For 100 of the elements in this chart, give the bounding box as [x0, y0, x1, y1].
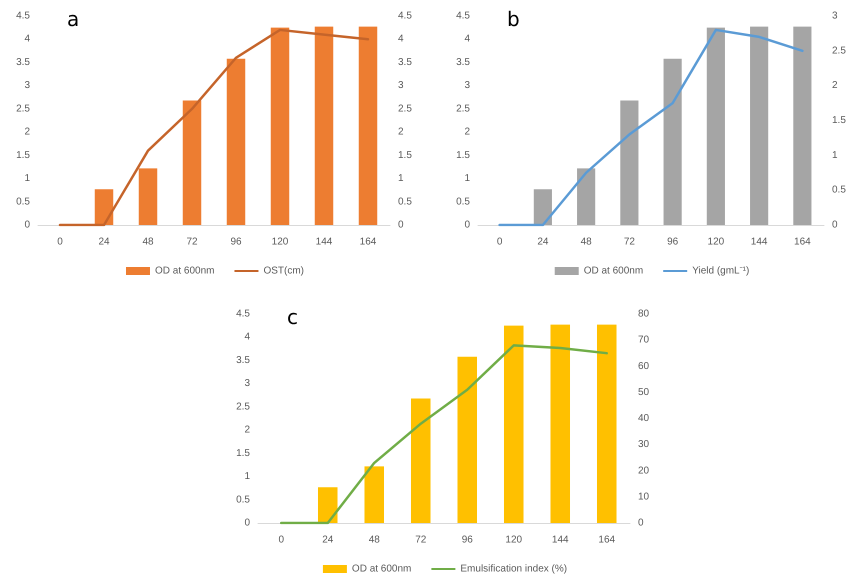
y-tick-label: 0: [464, 220, 470, 230]
bar: [226, 58, 246, 225]
y2-tick-label: 2.5: [398, 103, 412, 114]
bar: [550, 324, 570, 523]
y2-tick-label: 2.5: [832, 45, 846, 56]
y-tick-label: 3: [244, 378, 250, 390]
x-tick-label: 48: [368, 534, 380, 546]
y-tick-label: 1.5: [16, 150, 30, 161]
bar: [706, 28, 725, 225]
y2-tick-label: 0: [832, 220, 838, 230]
bar: [664, 58, 682, 225]
bar: [793, 26, 812, 225]
y-tick-label: 1: [24, 173, 30, 184]
y2-tick-label: 30: [638, 439, 650, 450]
x-tick-label: 120: [708, 236, 725, 248]
y2-tick-label: 70: [638, 334, 650, 346]
bar: [318, 487, 338, 523]
legend-label: OST(cm): [263, 266, 304, 276]
bar: [620, 100, 638, 225]
y-tick-label: 4: [464, 34, 470, 45]
y-tick-label: 0: [244, 518, 250, 528]
y2-tick-label: 2: [832, 80, 838, 92]
line-series: [498, 28, 804, 226]
y2-tick-label: 3: [398, 80, 404, 92]
y-tick-label: 1: [244, 471, 250, 482]
bar: [750, 26, 768, 225]
y-tick-label: 2: [244, 424, 250, 436]
y-tick-label: 0.5: [16, 196, 30, 208]
y2-tick-label: 0.5: [832, 184, 846, 196]
bar: [94, 189, 114, 225]
x-tick-label: 24: [98, 236, 110, 248]
y2-tick-label: 60: [638, 360, 650, 372]
bar: [364, 466, 384, 523]
chart-title: b: [507, 7, 520, 31]
y-tick-label: 3: [464, 80, 470, 92]
x-tick-label: 144: [552, 534, 570, 546]
y-tick-label: 3.5: [236, 354, 250, 366]
x-tick-label: 164: [360, 236, 377, 248]
x-tick-label: 24: [537, 236, 549, 248]
x-tick-label: 0: [278, 534, 284, 546]
x-tick-label: 24: [322, 534, 334, 546]
legend-label: Emulsification index (%): [460, 564, 568, 574]
bar: [504, 326, 524, 523]
bar: [270, 28, 290, 225]
x-tick-label: 120: [272, 236, 289, 248]
y2-tick-label: 50: [638, 386, 650, 398]
legend-label: OD at 600nm: [154, 266, 214, 276]
bar: [596, 324, 617, 523]
line-series: [58, 28, 370, 226]
y-tick-label: 3.5: [16, 56, 30, 68]
bar: [138, 168, 158, 225]
y-tick-label: 2: [24, 126, 30, 138]
x-tick-label: 48: [142, 236, 154, 248]
x-tick-label: 144: [316, 236, 333, 248]
x-tick-label: 0: [57, 236, 64, 248]
y-tick-label: 1: [464, 173, 470, 184]
y-tick-label: 4: [244, 332, 250, 343]
x-tick-label: 144: [750, 236, 768, 248]
bar: [410, 398, 431, 523]
y-tick-label: 4.5: [236, 308, 250, 320]
y-tick-label: 2: [464, 126, 470, 138]
x-tick-label: 48: [580, 236, 592, 248]
bar: [314, 26, 334, 225]
y-tick-label: 1.5: [236, 448, 250, 459]
y2-tick-label: 20: [638, 465, 650, 476]
y2-tick-label: 2: [398, 126, 404, 138]
y2-tick-label: 3.5: [398, 56, 412, 68]
y-tick-label: 0.5: [236, 494, 250, 506]
x-tick-label: 96: [667, 236, 679, 248]
legend-label: OD at 600nm: [352, 564, 412, 574]
y-tick-label: 0: [24, 220, 30, 230]
legend-label: OD at 600nm: [584, 266, 644, 276]
bar: [182, 100, 202, 225]
y2-tick-label: 4.5: [398, 10, 412, 22]
y2-tick-label: 1.5: [398, 150, 412, 161]
bar: [577, 168, 596, 225]
y2-tick-label: 4: [398, 34, 404, 45]
bar: [358, 26, 378, 225]
legend-label: Yield (gmL⁻¹): [692, 266, 750, 276]
chart-title: c: [287, 305, 298, 329]
x-tick-label: 164: [794, 236, 812, 248]
y-tick-label: 3.5: [456, 56, 470, 68]
y2-tick-label: 3: [832, 10, 838, 22]
x-tick-label: 72: [624, 236, 636, 248]
x-tick-label: 72: [186, 236, 198, 248]
y2-tick-label: 40: [638, 413, 650, 424]
y2-tick-label: 1.5: [832, 115, 846, 126]
bar: [534, 189, 552, 225]
x-tick-label: 96: [462, 534, 474, 546]
y-tick-label: 2.5: [16, 103, 30, 114]
y-tick-label: 0.5: [456, 196, 470, 208]
y-tick-label: 4.5: [16, 10, 30, 22]
y2-tick-label: 0.5: [398, 196, 412, 208]
x-tick-label: 164: [598, 534, 616, 546]
line-series: [280, 344, 608, 524]
chart-title: a: [67, 7, 80, 31]
y2-tick-label: 10: [638, 491, 650, 502]
y-tick-label: 4.5: [456, 10, 470, 22]
bar: [457, 356, 478, 523]
y-tick-label: 1.5: [456, 150, 470, 161]
